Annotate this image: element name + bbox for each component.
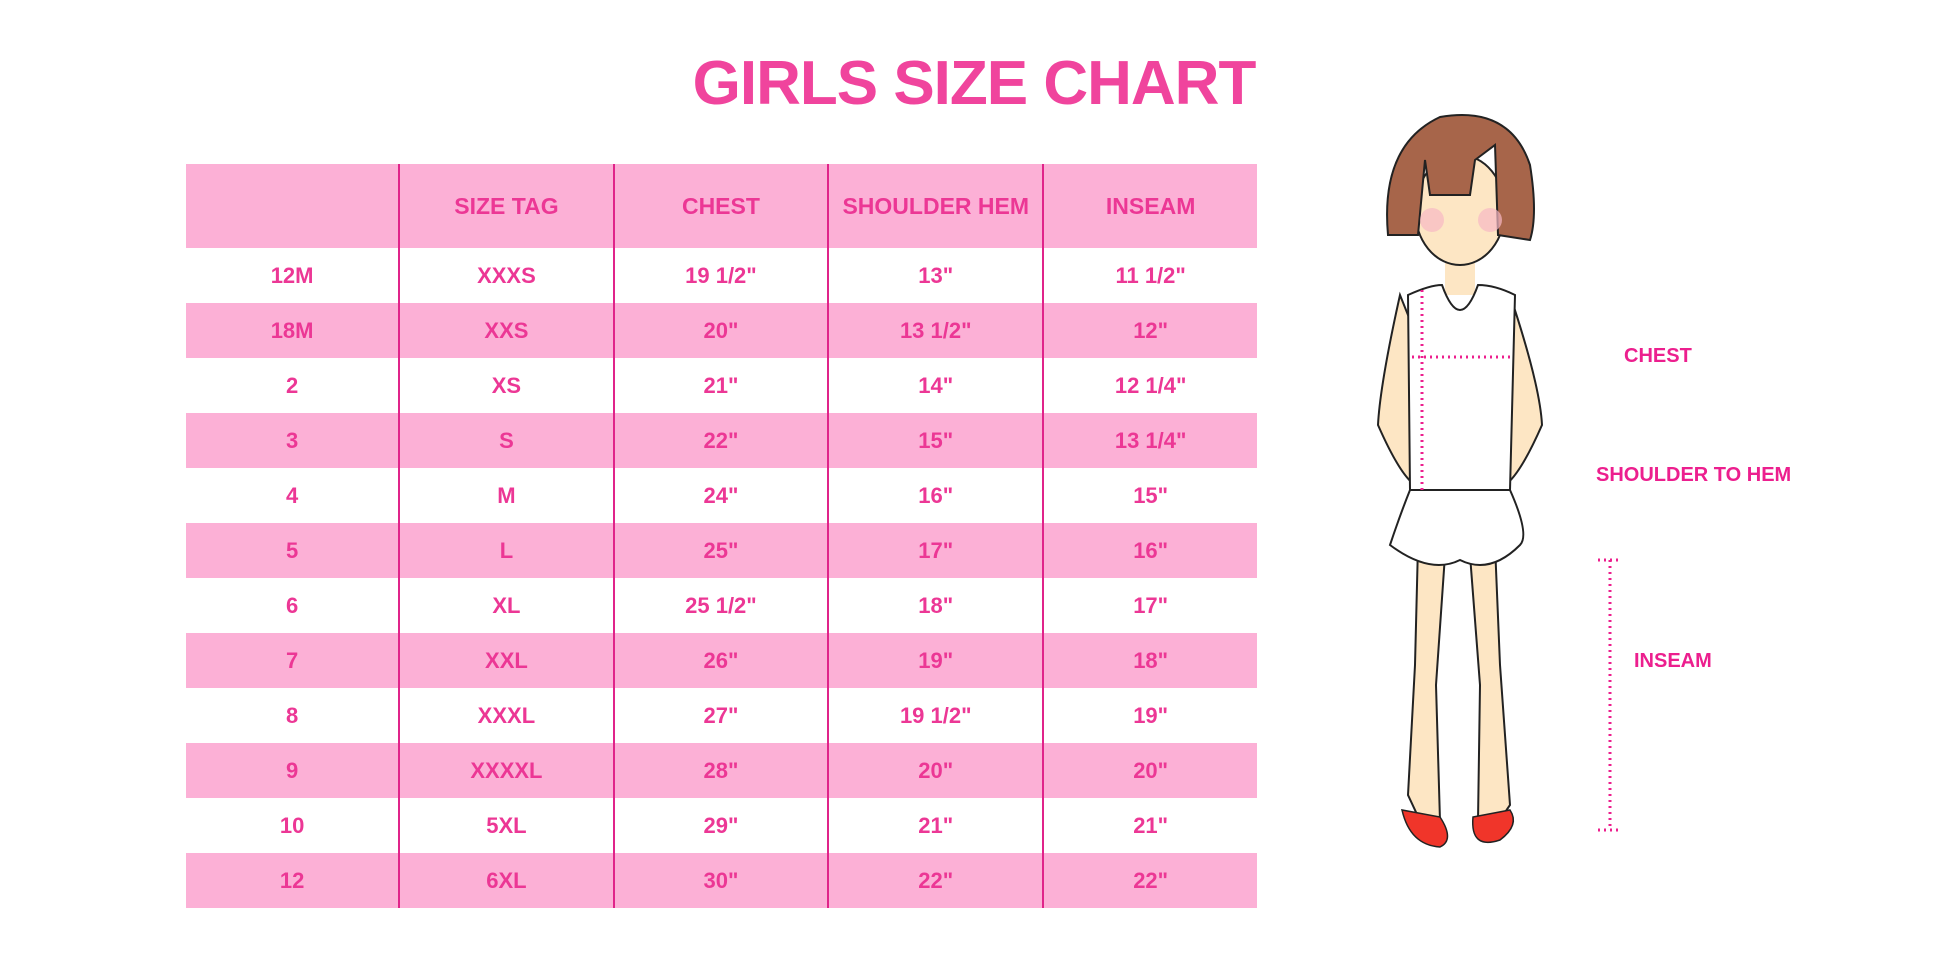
table-cell: 28"	[612, 743, 829, 798]
table-cell: 22"	[612, 413, 829, 468]
table-cell: 13"	[827, 248, 1044, 303]
table-row: 8 XXXL 27" 19 1/2" 19"	[186, 688, 1257, 743]
table-cell: XXXS	[398, 248, 614, 303]
table-cell: 12	[186, 853, 400, 908]
table-cell: XXS	[398, 303, 614, 358]
column-header	[186, 164, 400, 248]
table-cell: 21"	[827, 798, 1044, 853]
table-row: 12M XXXS 19 1/2" 13" 11 1/2"	[186, 248, 1257, 303]
table-cell: 29"	[612, 798, 829, 853]
column-header: SIZE TAG	[398, 164, 614, 248]
table-cell: 6XL	[398, 853, 614, 908]
table-cell: XS	[398, 358, 614, 413]
table-cell: 27"	[612, 688, 829, 743]
table-cell: 19 1/2"	[827, 688, 1044, 743]
column-header: SHOULDER HEM	[827, 164, 1044, 248]
table-row: 3 S 22" 15" 13 1/4"	[186, 413, 1257, 468]
page-title: GIRLS SIZE CHART	[692, 49, 1257, 118]
table-cell: 13 1/2"	[827, 303, 1044, 358]
table-cell: 17"	[1042, 578, 1257, 633]
table-cell: 12 1/4"	[1042, 358, 1257, 413]
table-cell: 13 1/4"	[1042, 413, 1257, 468]
table-cell: 30"	[612, 853, 829, 908]
table-cell: 11 1/2"	[1042, 248, 1257, 303]
table-row: 18M XXS 20" 13 1/2" 12"	[186, 303, 1257, 358]
column-header: CHEST	[612, 164, 829, 248]
table-cell: 5XL	[398, 798, 614, 853]
table-cell: 19"	[827, 633, 1044, 688]
table-row: 2 XS 21" 14" 12 1/4"	[186, 358, 1257, 413]
table-cell: 15"	[827, 413, 1044, 468]
table-cell: 3	[186, 413, 400, 468]
shoulder-to-hem-label: SHOULDER TO HEM	[1596, 464, 1792, 486]
table-cell: 22"	[1042, 853, 1257, 908]
table-cell: 8	[285, 702, 299, 728]
table-cell: 19"	[1042, 688, 1257, 743]
column-header: INSEAM	[1042, 164, 1257, 248]
table-cell: 18"	[827, 578, 1044, 633]
table-row: 10 5XL 29" 21" 21"	[186, 798, 1257, 853]
table-cell: 20"	[827, 743, 1044, 798]
table-cell: L	[398, 523, 614, 578]
table-row: 4 M 24" 16" 15"	[186, 468, 1257, 523]
table-cell: 15"	[1042, 468, 1257, 523]
table-row: 6 XL 25 1/2" 18" 17"	[186, 578, 1257, 633]
table-cell: 10	[279, 812, 305, 838]
table-cell: 22"	[827, 853, 1044, 908]
table-row: 12 6XL 30" 22" 22"	[186, 853, 1257, 908]
table-cell: 25"	[612, 523, 829, 578]
table-cell: M	[398, 468, 614, 523]
size-table: SIZE TAG CHEST SHOULDER HEM INSEAM 12M XXXS 19…	[186, 164, 1257, 908]
table-cell: 16"	[827, 468, 1044, 523]
table-row: 9 XXXXL 28" 20" 20"	[186, 743, 1257, 798]
table-cell: 2	[285, 372, 299, 398]
table-cell: XXXL	[398, 688, 614, 743]
chest-label: CHEST	[1624, 345, 1692, 367]
table-cell: 16"	[1042, 523, 1257, 578]
table-cell: 20"	[1042, 743, 1257, 798]
table-row: 5 L 25" 17" 16"	[186, 523, 1257, 578]
table-cell: 21"	[1042, 798, 1257, 853]
table-cell: 7	[186, 633, 400, 688]
table-cell: 26"	[612, 633, 829, 688]
table-cell: 5	[186, 523, 400, 578]
table-cell: 6	[285, 592, 299, 618]
table-cell: 20"	[612, 303, 829, 358]
table-cell: 9	[186, 743, 400, 798]
table-cell: 14"	[827, 358, 1044, 413]
table-cell: 4	[285, 482, 299, 508]
header-row: SIZE TAG CHEST SHOULDER HEM INSEAM	[186, 164, 1257, 248]
table-cell: XXXXL	[398, 743, 614, 798]
table-cell: 19 1/2"	[612, 248, 829, 303]
girl-illustration	[1376, 114, 1620, 848]
table-cell: 12"	[1042, 303, 1257, 358]
table-cell: XXL	[398, 633, 614, 688]
table-cell: 18"	[1042, 633, 1257, 688]
inseam-label: INSEAM	[1634, 650, 1712, 672]
table-cell: 21"	[612, 358, 829, 413]
table-cell: XL	[398, 578, 614, 633]
table-row: 7 XXL 26" 19" 18"	[186, 633, 1257, 688]
table-cell: 18M	[186, 303, 400, 358]
table-cell: 24"	[612, 468, 829, 523]
table-cell: 17"	[827, 523, 1044, 578]
table-cell: 12M	[270, 262, 314, 288]
table-cell: S	[398, 413, 614, 468]
table-cell: 25 1/2"	[612, 578, 829, 633]
